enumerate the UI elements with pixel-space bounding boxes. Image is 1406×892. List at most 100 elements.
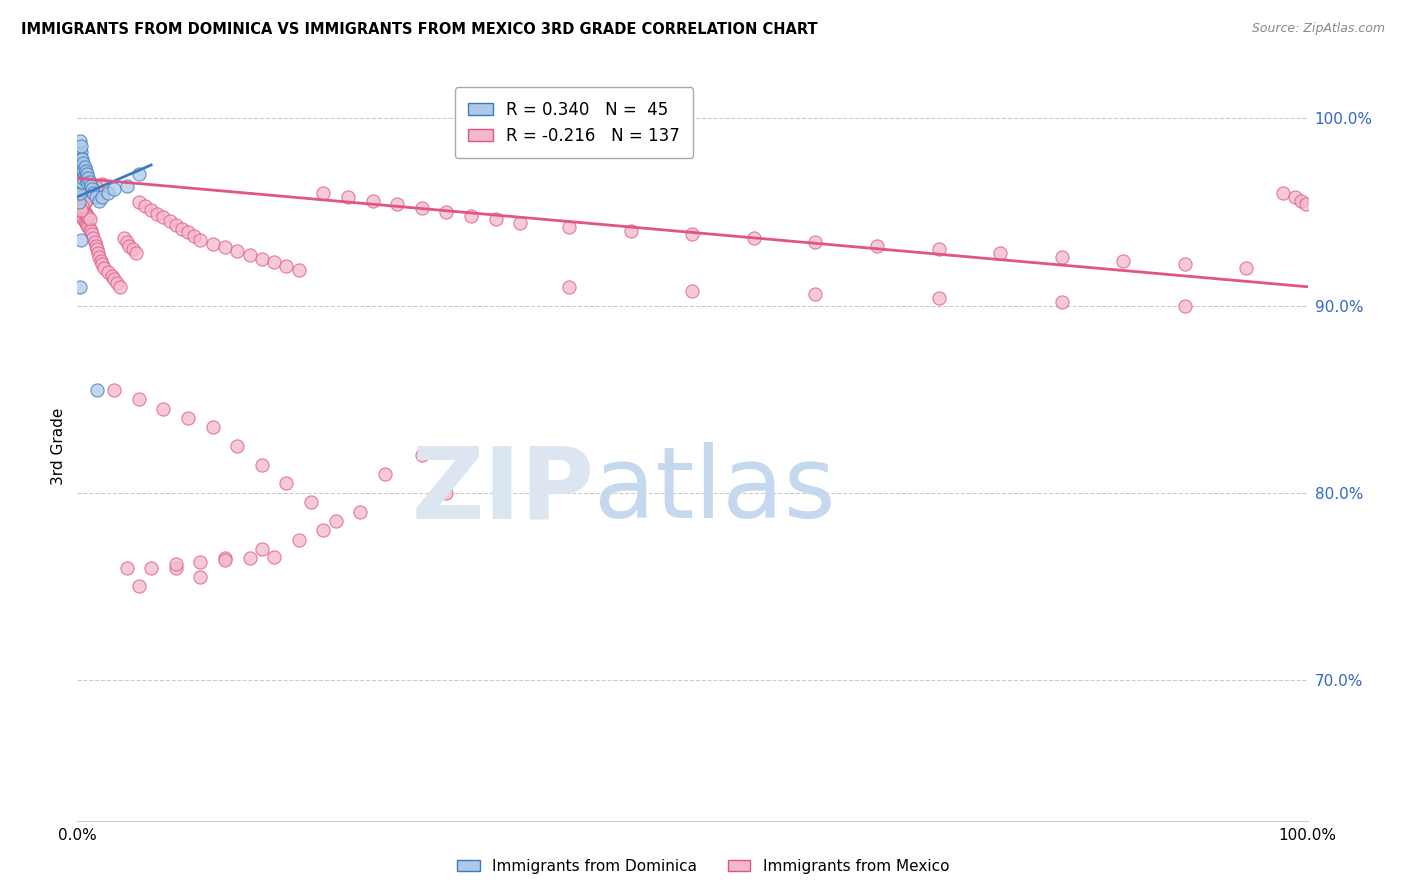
Point bbox=[804, 235, 827, 249]
Point bbox=[70, 199, 93, 213]
Point bbox=[90, 257, 114, 271]
Point bbox=[177, 226, 200, 240]
Point bbox=[69, 168, 91, 182]
Point bbox=[485, 212, 508, 227]
Point bbox=[170, 221, 193, 235]
Point bbox=[250, 252, 273, 266]
Point bbox=[79, 221, 101, 235]
Point bbox=[69, 192, 91, 206]
Text: IMMIGRANTS FROM DOMINICA VS IMMIGRANTS FROM MEXICO 3RD GRADE CORRELATION CHART: IMMIGRANTS FROM DOMINICA VS IMMIGRANTS F… bbox=[21, 22, 818, 37]
Point bbox=[72, 156, 94, 170]
Point bbox=[82, 184, 104, 198]
Point bbox=[177, 410, 200, 425]
Point bbox=[115, 235, 138, 249]
Point bbox=[188, 570, 212, 584]
Point bbox=[70, 177, 93, 191]
Point bbox=[82, 227, 104, 242]
Point bbox=[374, 467, 396, 482]
Point bbox=[101, 268, 124, 283]
Point bbox=[80, 224, 103, 238]
Point bbox=[69, 158, 91, 172]
Legend: Immigrants from Dominica, Immigrants from Mexico: Immigrants from Dominica, Immigrants fro… bbox=[451, 853, 955, 880]
Point bbox=[1295, 197, 1317, 211]
Point bbox=[73, 168, 96, 182]
Point bbox=[312, 524, 335, 538]
Point bbox=[288, 263, 311, 277]
Point bbox=[72, 171, 94, 186]
Point bbox=[70, 153, 93, 167]
Point bbox=[75, 207, 97, 221]
Point bbox=[128, 392, 150, 407]
Point bbox=[84, 238, 107, 252]
Legend: R = 0.340   N =  45, R = -0.216   N = 137: R = 0.340 N = 45, R = -0.216 N = 137 bbox=[454, 87, 693, 158]
Point bbox=[90, 253, 112, 268]
Point bbox=[152, 211, 174, 225]
Point bbox=[239, 248, 262, 262]
Point bbox=[70, 160, 93, 174]
Point bbox=[1272, 186, 1295, 201]
Point bbox=[77, 219, 100, 234]
Point bbox=[69, 148, 91, 162]
Point bbox=[1291, 194, 1313, 208]
Point bbox=[436, 205, 458, 219]
Point bbox=[76, 168, 98, 182]
Point bbox=[86, 383, 108, 397]
Point bbox=[72, 194, 94, 208]
Point bbox=[103, 182, 125, 196]
Point bbox=[67, 186, 90, 201]
Point bbox=[125, 246, 148, 260]
Point bbox=[82, 182, 104, 196]
Point bbox=[337, 190, 360, 204]
Point bbox=[1174, 257, 1197, 271]
Point bbox=[73, 195, 96, 210]
Point bbox=[72, 212, 94, 227]
Point bbox=[159, 214, 181, 228]
Point bbox=[128, 168, 150, 182]
Point bbox=[558, 219, 581, 234]
Point bbox=[509, 216, 531, 230]
Point bbox=[72, 202, 94, 217]
Point bbox=[86, 243, 108, 257]
Point bbox=[90, 190, 114, 204]
Point bbox=[70, 233, 93, 247]
Point bbox=[73, 205, 96, 219]
Point bbox=[97, 265, 120, 279]
Point bbox=[1050, 294, 1073, 309]
Point bbox=[79, 188, 101, 202]
Point bbox=[70, 139, 93, 153]
Point bbox=[70, 180, 93, 194]
Y-axis label: 3rd Grade: 3rd Grade bbox=[51, 408, 66, 484]
Point bbox=[76, 192, 98, 206]
Point bbox=[75, 171, 97, 186]
Point bbox=[226, 439, 249, 453]
Point bbox=[70, 175, 93, 189]
Point bbox=[70, 195, 93, 210]
Point bbox=[69, 201, 91, 215]
Point bbox=[67, 158, 90, 172]
Point bbox=[70, 202, 93, 217]
Point bbox=[188, 233, 212, 247]
Point bbox=[69, 280, 91, 294]
Point bbox=[183, 229, 205, 244]
Point bbox=[73, 160, 96, 174]
Point bbox=[70, 168, 93, 182]
Point bbox=[118, 238, 141, 252]
Point bbox=[87, 246, 110, 260]
Point bbox=[69, 177, 91, 191]
Point bbox=[928, 243, 950, 257]
Point bbox=[84, 180, 107, 194]
Point bbox=[558, 280, 581, 294]
Point bbox=[70, 190, 93, 204]
Point bbox=[69, 186, 91, 201]
Point bbox=[72, 163, 94, 178]
Point bbox=[75, 163, 97, 178]
Point bbox=[188, 555, 212, 569]
Point bbox=[70, 160, 93, 174]
Point bbox=[70, 209, 93, 223]
Point bbox=[214, 551, 236, 566]
Point bbox=[70, 186, 93, 201]
Point bbox=[70, 168, 93, 182]
Point bbox=[263, 255, 285, 269]
Point bbox=[385, 197, 409, 211]
Point bbox=[67, 177, 90, 191]
